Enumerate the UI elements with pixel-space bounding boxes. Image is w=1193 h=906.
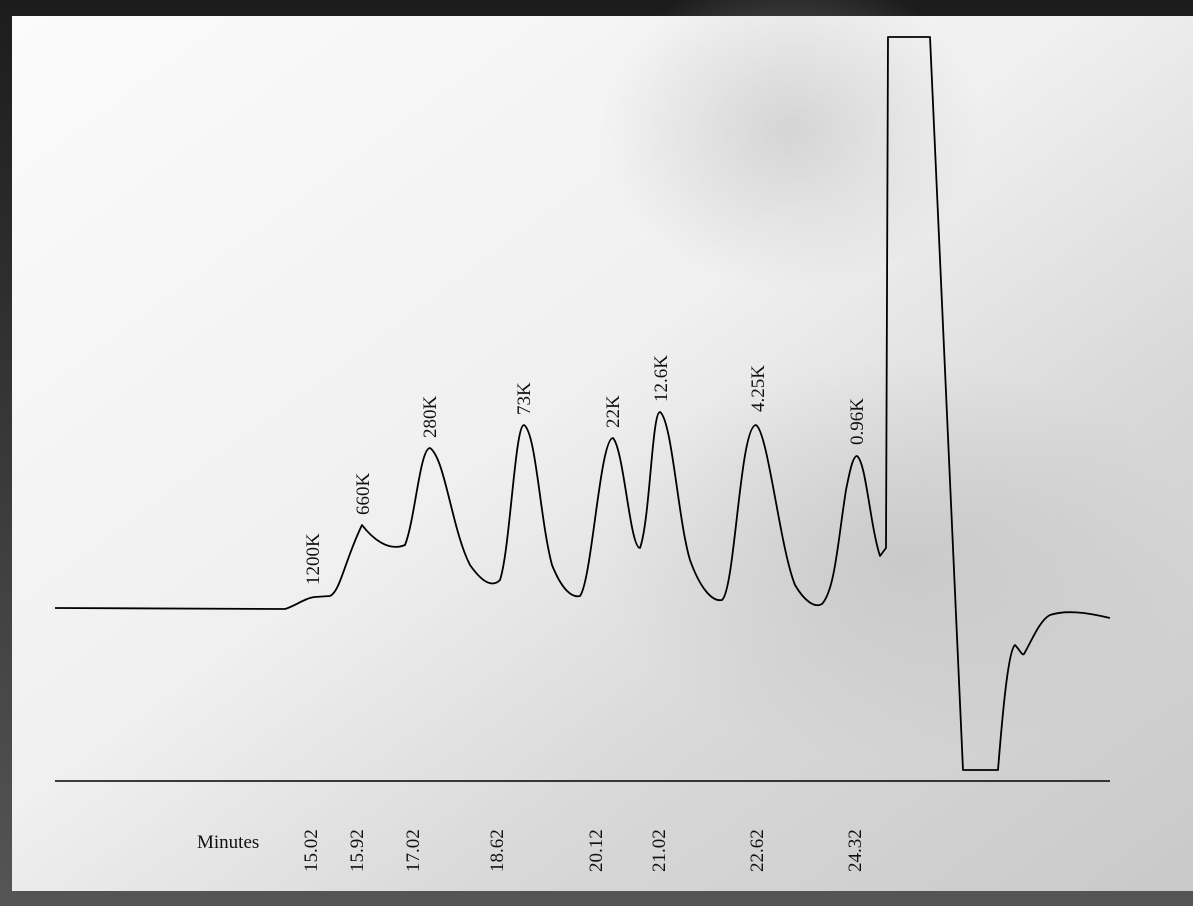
peak-label: 280K (420, 396, 441, 439)
time-label: 15.02 (301, 829, 322, 872)
time-label: 15.92 (347, 829, 368, 872)
peak-label: 0.96K (847, 398, 868, 445)
background-photo (600, 0, 980, 290)
time-label: 21.02 (649, 829, 670, 872)
peak-label: 4.25K (748, 365, 769, 412)
peak-label: 22K (603, 395, 624, 428)
background-photo (600, 360, 1193, 760)
axis-label: Minutes (197, 832, 259, 853)
peak-label: 1200K (303, 533, 324, 585)
peak-label: 73K (514, 382, 535, 415)
time-label: 17.02 (403, 829, 424, 872)
trace (54, 36, 1111, 771)
time-label: 18.62 (487, 829, 508, 872)
peak-label: 660K (353, 473, 374, 516)
time-label: 22.62 (747, 829, 768, 872)
peak-label: 12.6K (651, 355, 672, 402)
time-label: 24.32 (845, 829, 866, 872)
time-label: 20.12 (586, 829, 607, 872)
